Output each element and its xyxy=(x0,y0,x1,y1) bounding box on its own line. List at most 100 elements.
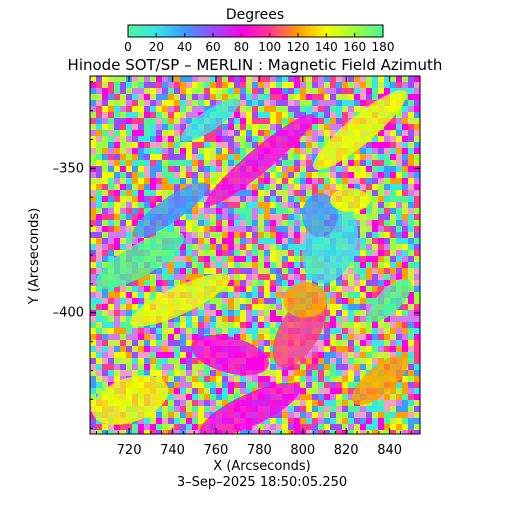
azimuth-cell xyxy=(90,178,96,184)
azimuth-cell xyxy=(282,424,288,430)
azimuth-cell xyxy=(198,406,204,412)
azimuth-cell xyxy=(108,334,114,340)
azimuth-cell xyxy=(282,220,288,226)
azimuth-cell xyxy=(234,238,240,244)
azimuth-cell xyxy=(300,160,306,166)
azimuth-cell xyxy=(138,424,144,430)
azimuth-cell xyxy=(102,250,108,256)
azimuth-cell xyxy=(180,280,186,286)
azimuth-cell xyxy=(120,328,126,334)
azimuth-cell xyxy=(192,268,198,274)
azimuth-cell xyxy=(108,172,114,178)
azimuth-cell xyxy=(216,202,222,208)
azimuth-cell xyxy=(414,112,420,118)
azimuth-cell xyxy=(174,406,180,412)
azimuth-cell xyxy=(108,346,114,352)
azimuth-cell xyxy=(228,166,234,172)
azimuth-cell xyxy=(348,112,354,118)
azimuth-cell xyxy=(222,238,228,244)
azimuth-cell xyxy=(354,178,360,184)
azimuth-cell xyxy=(414,124,420,130)
azimuth-cell xyxy=(324,418,330,424)
azimuth-cell xyxy=(288,112,294,118)
azimuth-cell xyxy=(408,82,414,88)
azimuth-cell xyxy=(186,394,192,400)
azimuth-cell xyxy=(294,238,300,244)
azimuth-cell xyxy=(360,262,366,268)
azimuth-cell xyxy=(306,394,312,400)
azimuth-cell xyxy=(216,100,222,106)
azimuth-cell xyxy=(270,118,276,124)
azimuth-cell xyxy=(258,346,264,352)
azimuth-cell xyxy=(378,148,384,154)
azimuth-cell xyxy=(276,268,282,274)
azimuth-cell xyxy=(228,94,234,100)
azimuth-cell xyxy=(102,298,108,304)
azimuth-cell xyxy=(222,328,228,334)
azimuth-cell xyxy=(150,346,156,352)
azimuth-cell xyxy=(294,148,300,154)
azimuth-cell xyxy=(264,376,270,382)
azimuth-cell xyxy=(270,250,276,256)
azimuth-cell xyxy=(156,364,162,370)
azimuth-cell xyxy=(282,286,288,292)
azimuth-cell xyxy=(336,382,342,388)
azimuth-cell xyxy=(270,274,276,280)
azimuth-cell xyxy=(360,406,366,412)
azimuth-cell xyxy=(402,244,408,250)
azimuth-cell xyxy=(342,328,348,334)
azimuth-cell xyxy=(252,196,258,202)
azimuth-cell xyxy=(354,328,360,334)
azimuth-cell xyxy=(168,226,174,232)
azimuth-cell xyxy=(210,94,216,100)
azimuth-cell xyxy=(252,238,258,244)
azimuth-cell xyxy=(198,376,204,382)
azimuth-cell xyxy=(366,430,372,434)
azimuth-cell xyxy=(288,82,294,88)
azimuth-cell xyxy=(174,352,180,358)
azimuth-cell xyxy=(384,328,390,334)
azimuth-cell xyxy=(240,94,246,100)
azimuth-cell xyxy=(234,232,240,238)
azimuth-cell xyxy=(396,412,402,418)
azimuth-cell xyxy=(234,268,240,274)
azimuth-cell xyxy=(366,226,372,232)
azimuth-cell xyxy=(300,238,306,244)
azimuth-cell xyxy=(264,130,270,136)
azimuth-cell xyxy=(108,130,114,136)
azimuth-cell xyxy=(264,250,270,256)
azimuth-cell xyxy=(300,406,306,412)
azimuth-cell xyxy=(276,298,282,304)
azimuth-cell xyxy=(132,148,138,154)
azimuth-cell xyxy=(252,76,258,82)
azimuth-cell xyxy=(384,400,390,406)
azimuth-cell xyxy=(396,148,402,154)
azimuth-cell xyxy=(390,250,396,256)
azimuth-cell xyxy=(312,406,318,412)
azimuth-cell xyxy=(150,418,156,424)
azimuth-cell xyxy=(126,364,132,370)
azimuth-cell xyxy=(414,250,420,256)
azimuth-cell xyxy=(168,100,174,106)
azimuth-cell xyxy=(108,340,114,346)
azimuth-cell xyxy=(204,370,210,376)
azimuth-cell xyxy=(234,112,240,118)
azimuth-cell xyxy=(294,232,300,238)
azimuth-cell xyxy=(378,190,384,196)
azimuth-cell xyxy=(414,376,420,382)
azimuth-cell xyxy=(120,364,126,370)
azimuth-cell xyxy=(180,112,186,118)
azimuth-cell xyxy=(96,328,102,334)
azimuth-cell xyxy=(396,334,402,340)
azimuth-cell xyxy=(108,376,114,382)
azimuth-cell xyxy=(126,220,132,226)
azimuth-cell xyxy=(312,280,318,286)
azimuth-cell xyxy=(264,232,270,238)
azimuth-cell xyxy=(234,82,240,88)
azimuth-cell xyxy=(168,322,174,328)
azimuth-cell xyxy=(180,172,186,178)
azimuth-cell xyxy=(288,220,294,226)
azimuth-cell xyxy=(282,376,288,382)
azimuth-cell xyxy=(336,88,342,94)
x-tick-label: 780 xyxy=(247,443,272,458)
